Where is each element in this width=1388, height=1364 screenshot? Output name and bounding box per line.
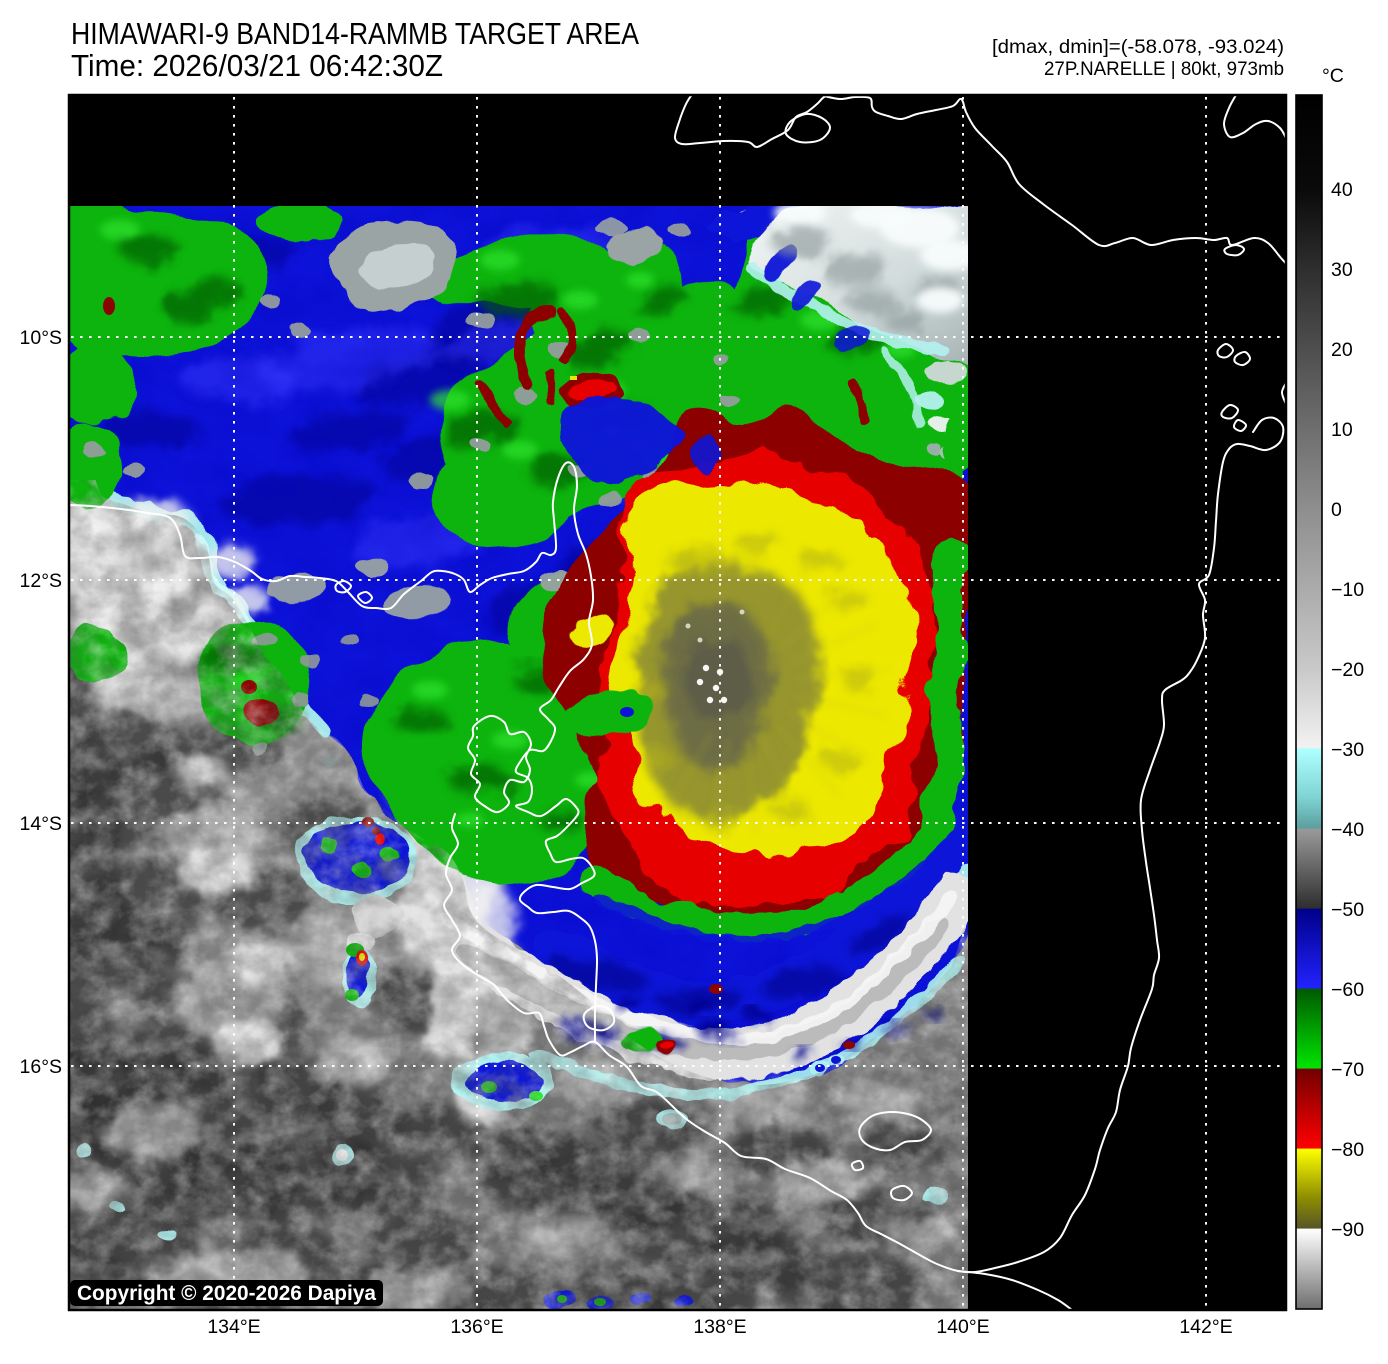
- svg-text:20: 20: [1331, 339, 1353, 361]
- svg-text:−70: −70: [1331, 1059, 1364, 1081]
- svg-text:HIMAWARI-9 BAND14-RAMMB TARGET: HIMAWARI-9 BAND14-RAMMB TARGET AREA: [71, 16, 639, 51]
- svg-text:138°E: 138°E: [693, 1316, 746, 1338]
- svg-text:Copyright © 2020-2026 Dapiya: Copyright © 2020-2026 Dapiya: [77, 1281, 377, 1305]
- svg-text:14°S: 14°S: [20, 813, 63, 835]
- svg-text:−90: −90: [1331, 1219, 1364, 1241]
- svg-text:[dmax, dmin]=(-58.078, -93.024: [dmax, dmin]=(-58.078, -93.024): [992, 36, 1284, 58]
- svg-text:Time: 2026/03/21 06:42:30Z: Time: 2026/03/21 06:42:30Z: [71, 48, 443, 83]
- svg-text:27P.NARELLE | 80kt, 973mb: 27P.NARELLE | 80kt, 973mb: [1044, 58, 1284, 80]
- svg-text:−40: −40: [1331, 819, 1364, 841]
- svg-text:−20: −20: [1331, 659, 1364, 681]
- svg-text:134°E: 134°E: [207, 1316, 260, 1338]
- svg-text:−80: −80: [1331, 1139, 1364, 1161]
- svg-text:−10: −10: [1331, 579, 1364, 601]
- svg-text:142°E: 142°E: [1179, 1316, 1232, 1338]
- svg-text:−50: −50: [1331, 899, 1364, 921]
- svg-text:10: 10: [1331, 419, 1353, 441]
- svg-text:−60: −60: [1331, 979, 1364, 1001]
- svg-text:30: 30: [1331, 259, 1353, 281]
- svg-text:40: 40: [1331, 179, 1353, 201]
- svg-text:0: 0: [1331, 499, 1342, 521]
- svg-text:16°S: 16°S: [20, 1056, 63, 1078]
- svg-text:12°S: 12°S: [20, 570, 63, 592]
- svg-text:140°E: 140°E: [936, 1316, 989, 1338]
- svg-text:10°S: 10°S: [20, 327, 63, 349]
- svg-text:−30: −30: [1331, 739, 1364, 761]
- svg-text:136°E: 136°E: [450, 1316, 503, 1338]
- svg-text:°C: °C: [1322, 65, 1344, 87]
